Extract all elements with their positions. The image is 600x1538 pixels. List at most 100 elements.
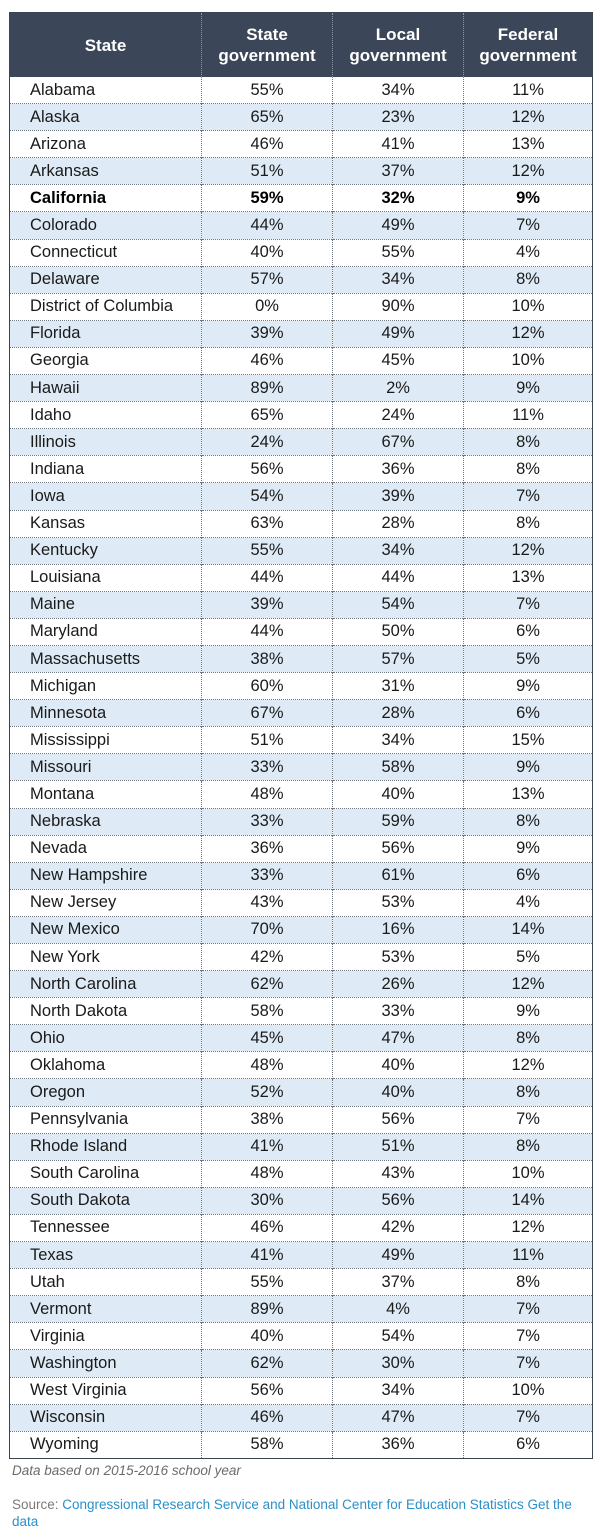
cell-state: Virginia [9,1322,202,1350]
cell-federal-government: 10% [463,1376,593,1405]
table-row: Indiana 56% 36% 8% [9,455,593,483]
cell-local-government: 53% [332,942,464,971]
cell-federal-government: 4% [463,888,593,917]
cell-state-government: 56% [201,1376,333,1405]
cell-state-government: 44% [201,211,333,240]
cell-local-government: 34% [332,1376,464,1405]
cell-local-government: 47% [332,1403,464,1432]
table-row: Delaware 57% 34% 8% [9,265,593,294]
cell-local-government: 56% [332,834,464,863]
cell-federal-government: 8% [463,1024,593,1052]
table-row: Wyoming 58% 36% 6% [9,1430,593,1459]
cell-local-government: 37% [332,1268,464,1296]
cell-local-government: 44% [332,563,464,592]
cell-federal-government: 14% [463,915,593,944]
cell-federal-government: 7% [463,211,593,240]
cell-local-government: 34% [332,77,464,104]
cell-state-government: 58% [201,997,333,1025]
cell-state: North Dakota [9,997,202,1025]
cell-federal-government: 13% [463,780,593,809]
cell-state: Georgia [9,346,202,375]
cell-state: Massachusetts [9,644,202,673]
column-header-state: State [9,12,202,77]
source-link[interactable]: Congressional Research Service and Natio… [62,1497,524,1512]
cell-state: Maryland [9,617,202,646]
cell-state: New York [9,942,202,971]
cell-local-government: 58% [332,753,464,781]
cell-local-government: 2% [332,374,464,402]
cell-federal-government: 7% [463,1295,593,1323]
cell-local-government: 41% [332,130,464,158]
table-row: California 59% 32% 9% [9,184,593,212]
cell-local-government: 51% [332,1132,464,1161]
table-row: Idaho 65% 24% 11% [9,401,593,429]
cell-state-government: 46% [201,130,333,158]
table-row: Wisconsin 46% 47% 7% [9,1403,593,1432]
cell-state-government: 30% [201,1186,333,1215]
cell-state: Kansas [9,509,202,538]
table-row: New Hampshire 33% 61% 6% [9,861,593,890]
cell-local-government: 32% [332,184,464,212]
cell-state-government: 48% [201,1051,333,1079]
cell-federal-government: 10% [463,346,593,375]
table-row: Florida 39% 49% 12% [9,319,593,348]
cell-state-government: 40% [201,1322,333,1350]
table-row: Iowa 54% 39% 7% [9,482,593,510]
cell-state: Mississippi [9,726,202,754]
cell-local-government: 43% [332,1159,464,1188]
table-row: New Mexico 70% 16% 14% [9,915,593,944]
data-note: Data based on 2015-2016 school year [12,1463,241,1478]
table-row: Mississippi 51% 34% 15% [9,726,593,754]
cell-local-government: 40% [332,1078,464,1107]
cell-federal-government: 4% [463,238,593,267]
table-row: Kansas 63% 28% 8% [9,509,593,538]
cell-state: Tennessee [9,1213,202,1242]
cell-state: Texas [9,1241,202,1269]
cell-state: Michigan [9,672,202,700]
cell-state: Washington [9,1349,202,1377]
cell-local-government: 23% [332,103,464,131]
table-row: Arkansas 51% 37% 12% [9,157,593,185]
cell-state: Alabama [30,80,96,99]
cell-state-government: 48% [201,1159,333,1188]
cell-federal-government: 15% [463,726,593,754]
cell-state: Idaho [9,401,202,429]
cell-federal-government: 12% [463,970,593,998]
cell-state-government: 33% [201,861,333,890]
table-row: Kentucky 55% 34% 12% [9,536,593,565]
cell-federal-government: 8% [463,428,593,456]
cell-state-government: 67% [201,699,333,727]
cell-local-government: 24% [332,401,464,429]
cell-state-government: 42% [201,942,333,971]
cell-federal-government: 7% [463,1349,593,1377]
cell-federal-government: 6% [463,617,593,646]
table-row: South Dakota 30% 56% 14% [9,1186,593,1215]
cell-federal-government: 13% [463,130,593,158]
cell-local-government: 47% [332,1024,464,1052]
cell-state: South Carolina [9,1159,202,1188]
cell-local-government: 54% [332,590,464,619]
cell-local-government: 67% [332,428,464,456]
cell-state-government: 39% [201,590,333,619]
funding-table-container: State State government Local government … [9,12,593,1459]
cell-state-government: 45% [201,1024,333,1052]
cell-state-government: 33% [201,753,333,781]
get-the-data-link[interactable]: Get the data [12,1497,572,1529]
cell-state-government: 57% [201,265,333,294]
cell-local-government: 39% [332,482,464,510]
cell-state: Hawaii [9,374,202,402]
cell-state: District of Columbia [9,292,202,321]
cell-state-government: 41% [201,1241,333,1269]
cell-state: Alaska [9,103,202,131]
cell-federal-government: 9% [463,672,593,700]
cell-local-government: 28% [332,509,464,538]
cell-federal-government: 6% [463,1430,593,1459]
cell-local-government: 50% [332,617,464,646]
table-row: Michigan 60% 31% 9% [9,672,593,700]
table-row: District of Columbia 0% 90% 10% [9,292,593,321]
cell-federal-government: 7% [463,1105,593,1134]
cell-federal-government: 13% [463,563,593,592]
cell-state-government: 56% [201,455,333,483]
table-row: Illinois 24% 67% 8% [9,428,593,456]
cell-local-government: 36% [332,1430,464,1459]
